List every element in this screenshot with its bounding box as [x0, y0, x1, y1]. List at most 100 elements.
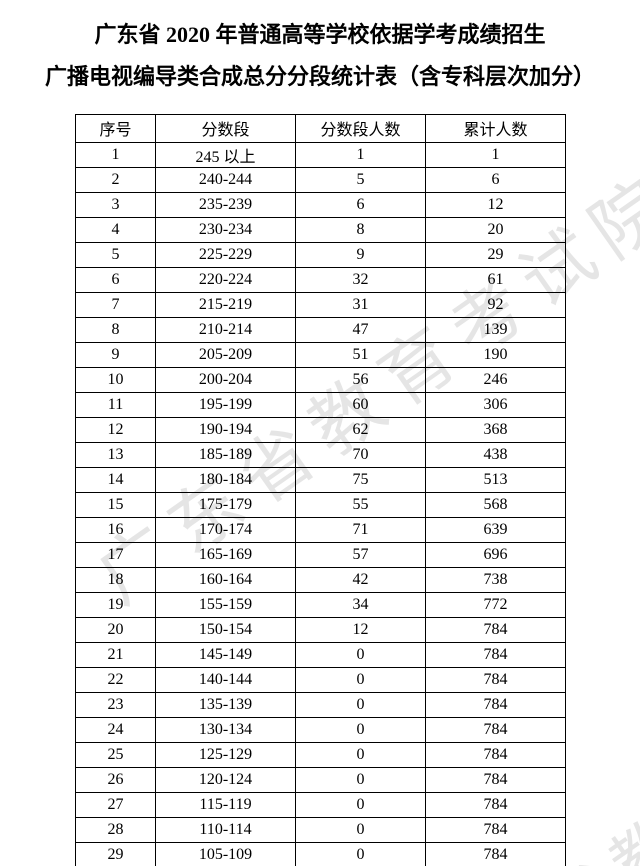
- table-row: 9205-20951190: [76, 342, 566, 367]
- table-cell: 145-149: [156, 642, 296, 667]
- table-cell: 17: [76, 542, 156, 567]
- table-cell: 784: [426, 817, 566, 842]
- table-cell: 71: [296, 517, 426, 542]
- table-row: 20150-15412784: [76, 617, 566, 642]
- table-row: 2240-24456: [76, 167, 566, 192]
- table-cell: 245 以上: [156, 142, 296, 167]
- title-line-2: 广播电视编导类合成总分分段统计表（含专科层次加分）: [0, 56, 640, 98]
- table-header-row: 序号 分数段 分数段人数 累计人数: [76, 114, 566, 142]
- table-cell: 92: [426, 292, 566, 317]
- table-row: 7215-2193192: [76, 292, 566, 317]
- table-row: 19155-15934772: [76, 592, 566, 617]
- table-row: 3235-239612: [76, 192, 566, 217]
- table-cell: 1: [296, 142, 426, 167]
- table-cell: 130-134: [156, 717, 296, 742]
- table-cell: 195-199: [156, 392, 296, 417]
- table-cell: 306: [426, 392, 566, 417]
- table-cell: 20: [426, 217, 566, 242]
- table-cell: 22: [76, 667, 156, 692]
- col-header-count: 分数段人数: [296, 114, 426, 142]
- table-cell: 42: [296, 567, 426, 592]
- document-title: 广东省 2020 年普通高等学校依据学考成绩招生 广播电视编导类合成总分分段统计…: [0, 0, 640, 98]
- table-cell: 26: [76, 767, 156, 792]
- table-cell: 568: [426, 492, 566, 517]
- table-cell: 140-144: [156, 667, 296, 692]
- table-cell: 784: [426, 642, 566, 667]
- table-cell: 784: [426, 742, 566, 767]
- table-cell: 8: [76, 317, 156, 342]
- table-row: 27115-1190784: [76, 792, 566, 817]
- table-row: 14180-18475513: [76, 467, 566, 492]
- table-cell: 784: [426, 667, 566, 692]
- table-cell: 70: [296, 442, 426, 467]
- table-cell: 32: [296, 267, 426, 292]
- table-cell: 205-209: [156, 342, 296, 367]
- table-row: 21145-1490784: [76, 642, 566, 667]
- table-cell: 2: [76, 167, 156, 192]
- table-cell: 784: [426, 617, 566, 642]
- table-cell: 61: [426, 267, 566, 292]
- table-cell: 220-224: [156, 267, 296, 292]
- table-row: 24130-1340784: [76, 717, 566, 742]
- table-cell: 28: [76, 817, 156, 842]
- table-cell: 225-229: [156, 242, 296, 267]
- table-cell: 115-119: [156, 792, 296, 817]
- table-cell: 25: [76, 742, 156, 767]
- table-cell: 12: [296, 617, 426, 642]
- table-cell: 14: [76, 467, 156, 492]
- table-cell: 5: [76, 242, 156, 267]
- table-cell: 11: [76, 392, 156, 417]
- table-cell: 13: [76, 442, 156, 467]
- table-cell: 0: [296, 767, 426, 792]
- table-cell: 15: [76, 492, 156, 517]
- table-row: 1245 以上11: [76, 142, 566, 167]
- table-cell: 513: [426, 467, 566, 492]
- table-row: 25125-1290784: [76, 742, 566, 767]
- table-row: 17165-16957696: [76, 542, 566, 567]
- table-cell: 0: [296, 692, 426, 717]
- table-cell: 215-219: [156, 292, 296, 317]
- table-cell: 110-114: [156, 817, 296, 842]
- col-header-cumulative: 累计人数: [426, 114, 566, 142]
- table-cell: 0: [296, 742, 426, 767]
- table-row: 5225-229929: [76, 242, 566, 267]
- table-cell: 200-204: [156, 367, 296, 392]
- table-cell: 34: [296, 592, 426, 617]
- table-row: 4230-234820: [76, 217, 566, 242]
- score-table-container: 序号 分数段 分数段人数 累计人数 1245 以上112240-24456323…: [75, 114, 565, 866]
- table-cell: 150-154: [156, 617, 296, 642]
- table-cell: 160-164: [156, 567, 296, 592]
- score-distribution-table: 序号 分数段 分数段人数 累计人数 1245 以上112240-24456323…: [75, 114, 566, 866]
- table-cell: 0: [296, 717, 426, 742]
- table-cell: 6: [426, 167, 566, 192]
- table-cell: 6: [296, 192, 426, 217]
- table-cell: 784: [426, 692, 566, 717]
- table-cell: 0: [296, 667, 426, 692]
- table-cell: 190-194: [156, 417, 296, 442]
- table-cell: 784: [426, 792, 566, 817]
- col-header-index: 序号: [76, 114, 156, 142]
- table-cell: 784: [426, 717, 566, 742]
- table-row: 26120-1240784: [76, 767, 566, 792]
- table-row: 16170-17471639: [76, 517, 566, 542]
- table-cell: 0: [296, 642, 426, 667]
- table-row: 11195-19960306: [76, 392, 566, 417]
- table-cell: 170-174: [156, 517, 296, 542]
- table-cell: 135-139: [156, 692, 296, 717]
- table-cell: 19: [76, 592, 156, 617]
- table-row: 15175-17955568: [76, 492, 566, 517]
- table-cell: 0: [296, 792, 426, 817]
- table-cell: 180-184: [156, 467, 296, 492]
- table-cell: 120-124: [156, 767, 296, 792]
- table-cell: 47: [296, 317, 426, 342]
- table-cell: 246: [426, 367, 566, 392]
- table-cell: 185-189: [156, 442, 296, 467]
- table-cell: 0: [296, 842, 426, 866]
- table-cell: 230-234: [156, 217, 296, 242]
- col-header-range: 分数段: [156, 114, 296, 142]
- table-cell: 240-244: [156, 167, 296, 192]
- table-cell: 75: [296, 467, 426, 492]
- table-cell: 24: [76, 717, 156, 742]
- table-row: 10200-20456246: [76, 367, 566, 392]
- table-cell: 6: [76, 267, 156, 292]
